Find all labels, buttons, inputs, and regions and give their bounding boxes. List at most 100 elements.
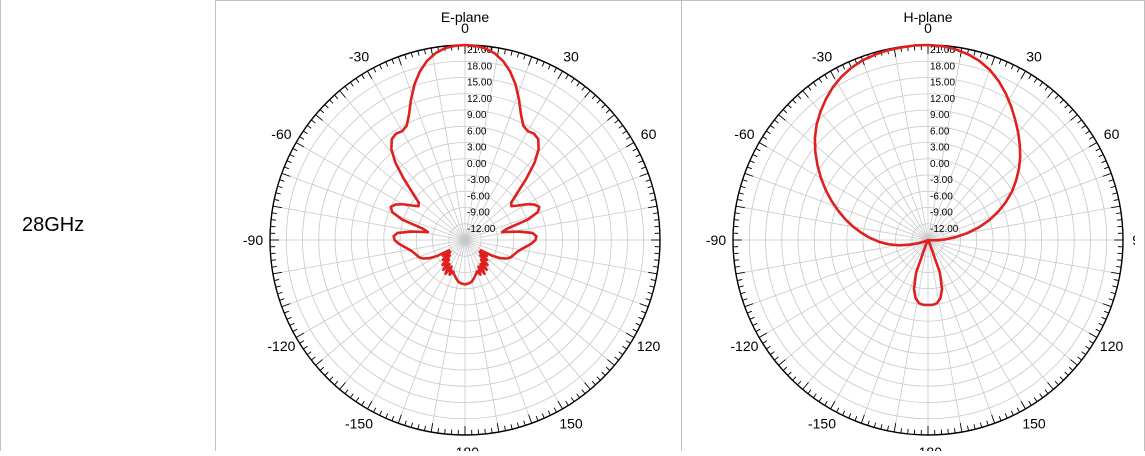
angle-tick [529,57,532,65]
angle-tick [1048,382,1054,389]
angle-tick [307,352,311,355]
angle-tick [849,414,851,419]
angle-label: 150 [1022,416,1046,432]
radial-tick-label: 12.00 [930,94,955,105]
angle-tick [770,125,774,128]
angle-tick [779,115,786,121]
angle-tick [1017,68,1019,72]
angle-tick [566,401,569,405]
h-plane-polar-chart: H-plane0306090120150-180-150-120-90-60-3… [695,0,1135,451]
angle-tick [284,311,289,313]
angle-tick [763,137,767,140]
angle-tick [1021,401,1026,409]
angle-label: 120 [1100,338,1124,354]
angle-tick [641,311,646,313]
pattern-trace [815,45,1020,305]
angle-tick [987,421,989,426]
angle-tick [739,286,744,287]
angle-tick [808,86,811,90]
angle-tick [320,367,324,370]
angle-tick [606,110,610,113]
angle-tick [548,65,550,69]
angle-tick [626,333,634,338]
angle-tick [1111,206,1120,208]
angle-tick [1078,357,1082,360]
angle-tick [980,53,981,58]
angle-tick [770,352,774,355]
angle-tick [1034,78,1037,82]
angle-tick [320,110,324,113]
angle-tick [798,381,801,385]
angle-tick [1029,401,1032,405]
angle-label: 90 [1132,232,1135,248]
angle-tick [373,68,375,72]
e-plane-panel: E-plane030609120150-180-150-120-90-60-30… [232,0,672,451]
angle-tick [307,125,311,128]
angle-tick [948,429,949,434]
angle-tick [868,421,870,426]
angle-tick [1111,292,1116,293]
angle-tick [640,173,648,176]
angle-tick [300,341,304,344]
angle-tick [974,51,975,56]
angle-tick [766,346,770,349]
angle-tick [276,286,281,287]
angle-tick [819,398,822,402]
angle-tick [1011,65,1013,69]
angle-tick [649,193,654,194]
angle-tick [1034,398,1037,402]
angle-tick [311,357,315,360]
angle-tick [736,206,745,208]
angle-tick [783,110,787,113]
angle-tick [571,78,574,82]
angle-tick [345,390,348,394]
angle-tick [843,65,845,69]
angle-tick [894,423,896,432]
angle-tick [737,199,742,200]
angle-tick [345,86,348,90]
angle-tick [1102,161,1107,163]
angle-tick [803,382,809,389]
radial-tick-label: 3.00 [930,143,950,154]
angle-tick [741,292,746,293]
angle-tick [350,394,353,398]
angle-tick [1055,95,1058,99]
angle-label: -150 [345,416,373,432]
angle-tick [278,186,283,187]
angle-tick [497,423,499,432]
angle-tick [1099,155,1103,157]
angle-tick [278,292,283,293]
angle-label: 60 [1104,126,1120,142]
angle-tick [558,71,563,79]
angle-tick [763,341,767,344]
angle-tick [623,346,627,349]
angle-label: -60 [271,126,291,142]
frequency-label: 28GHz [22,214,84,237]
angle-tick [747,311,752,313]
radial-tick-label: 0.00 [930,159,950,170]
angle-tick [517,53,518,58]
angle-tick [836,68,838,72]
angle-tick [654,260,659,261]
angle-tick [1021,71,1026,79]
angle-tick [276,193,281,194]
angle-label: -90 [706,232,726,248]
angle-tick [999,416,1001,421]
angle-tick [745,304,753,307]
angle-tick [1048,91,1054,98]
angle-tick [1078,120,1082,123]
angle-label: 30 [563,48,579,64]
angle-tick [831,401,836,409]
angle-tick [739,193,744,194]
angle-tick [1005,62,1007,67]
angle-tick [1111,186,1116,187]
angle-tick [1103,173,1111,176]
angle-tick [633,148,637,150]
radial-tick-label: 9.00 [467,110,487,121]
angle-tick [803,91,809,98]
h-plane-panel: H-plane0306090120150-180-150-120-90-60-3… [695,0,1135,451]
angle-tick [1103,304,1111,307]
angle-tick [783,367,787,370]
angle-tick [271,220,276,221]
angle-tick [273,272,282,274]
